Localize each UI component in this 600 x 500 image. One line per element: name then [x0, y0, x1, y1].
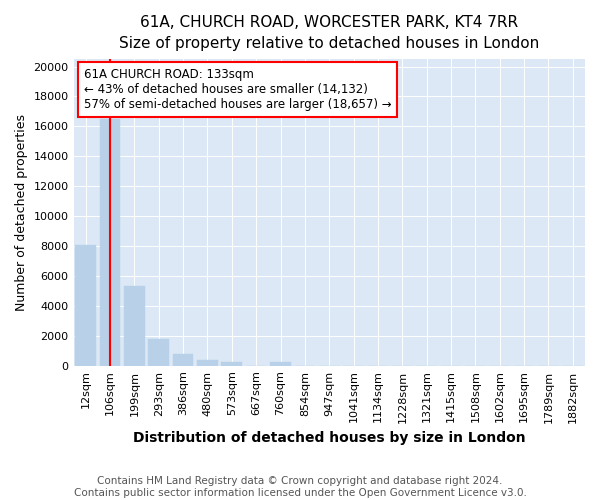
Bar: [173, 354, 193, 366]
Bar: [76, 244, 96, 366]
Bar: [197, 360, 218, 366]
Bar: [221, 362, 242, 366]
Y-axis label: Number of detached properties: Number of detached properties: [15, 114, 28, 311]
X-axis label: Distribution of detached houses by size in London: Distribution of detached houses by size …: [133, 431, 526, 445]
Bar: [270, 362, 291, 366]
Text: 61A CHURCH ROAD: 133sqm
← 43% of detached houses are smaller (14,132)
57% of sem: 61A CHURCH ROAD: 133sqm ← 43% of detache…: [84, 68, 391, 112]
Bar: [148, 339, 169, 365]
Text: Contains HM Land Registry data © Crown copyright and database right 2024.
Contai: Contains HM Land Registry data © Crown c…: [74, 476, 526, 498]
Bar: [100, 119, 121, 366]
Title: 61A, CHURCH ROAD, WORCESTER PARK, KT4 7RR
Size of property relative to detached : 61A, CHURCH ROAD, WORCESTER PARK, KT4 7R…: [119, 15, 539, 51]
Bar: [124, 286, 145, 366]
